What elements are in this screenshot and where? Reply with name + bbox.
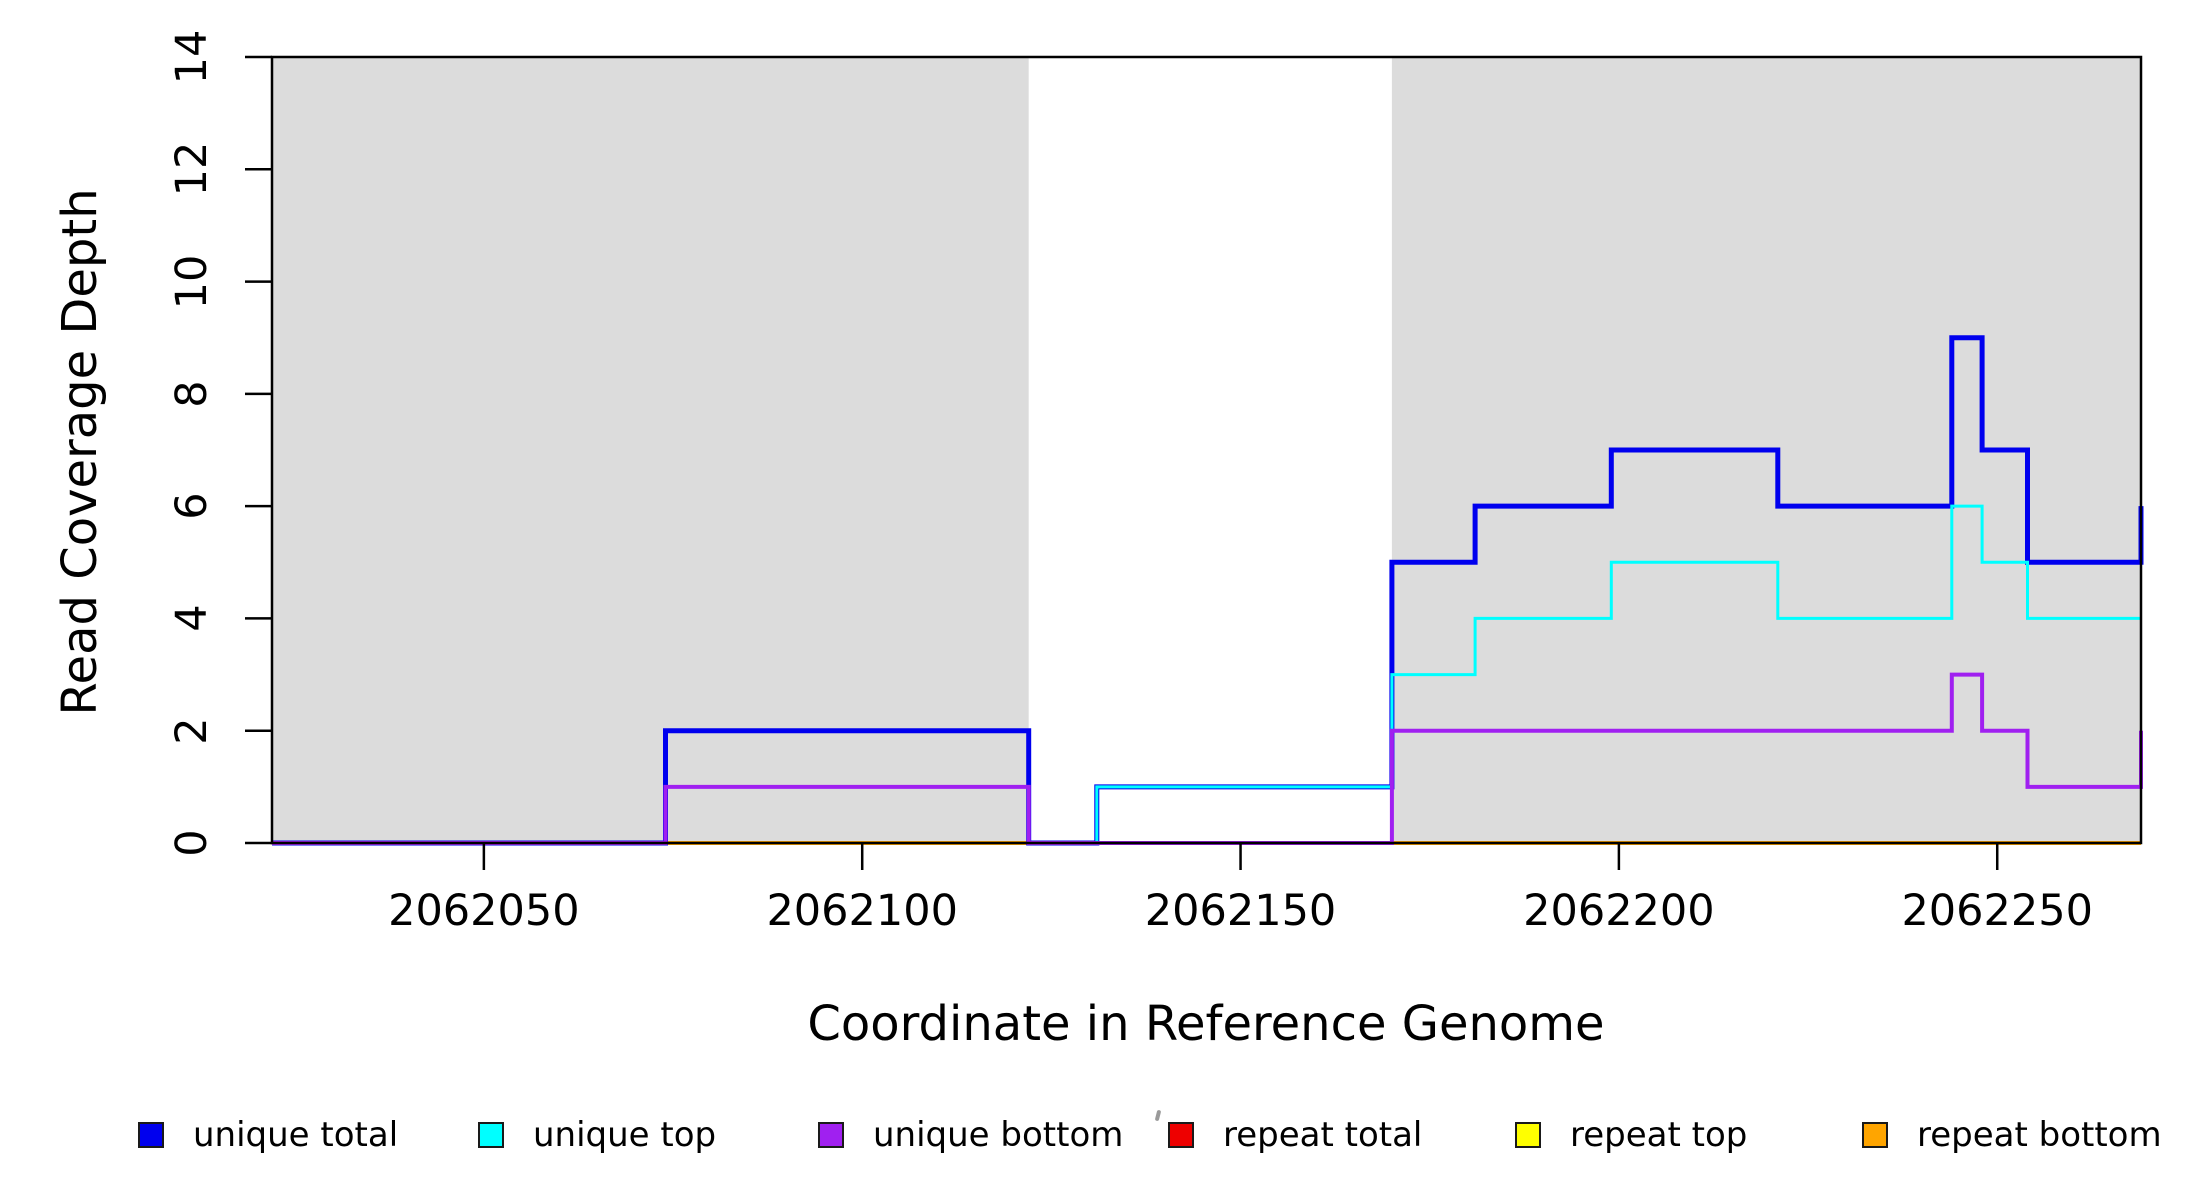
x-tick-label-2062150: 2062150 <box>1144 886 1337 936</box>
legend-label-unique-bottom: unique bottom <box>873 1115 1124 1155</box>
series-unique-bottom <box>272 672 2143 845</box>
legend-label-repeat-total: repeat total <box>1223 1115 1423 1155</box>
y-tick-label-14: 14 <box>167 29 217 85</box>
x-tick-label-2062200: 2062200 <box>1523 886 1715 936</box>
legend-label-repeat-top: repeat top <box>1570 1115 1748 1155</box>
y-tick-label-2: 2 <box>167 717 217 745</box>
legend-swatch-repeat-top <box>1515 1122 1541 1148</box>
x-tick-label-2062100: 2062100 <box>766 886 958 936</box>
y-tick-label-6: 6 <box>167 492 217 520</box>
legend-swatch-repeat-bottom <box>1862 1122 1888 1148</box>
y-tick-label-12: 12 <box>167 141 217 197</box>
shaded-region-0 <box>272 57 1029 843</box>
x-axis-title: Coordinate in Reference Genome <box>807 996 1605 1052</box>
legend-swatch-unique-bottom <box>818 1122 844 1148</box>
y-axis-title: Read Coverage Depth <box>52 188 108 716</box>
y-tick-label-4: 4 <box>167 604 217 633</box>
legend-swatch-repeat-total <box>1168 1122 1194 1148</box>
legend-swatch-unique-total <box>138 1122 164 1148</box>
y-tick-label-8: 8 <box>167 380 217 408</box>
y-tick-label-10: 10 <box>167 254 217 309</box>
legend-swatch-unique-top <box>478 1122 504 1148</box>
legend-label-repeat-bottom: repeat bottom <box>1917 1115 2162 1155</box>
legend-label-unique-top: unique top <box>533 1115 717 1155</box>
plot-frame <box>270 55 2143 845</box>
x-tick-label-2062050: 2062050 <box>388 886 580 936</box>
x-tick-label-2062250: 2062250 <box>1901 886 2093 936</box>
legend-label-unique-total: unique total <box>193 1115 399 1155</box>
y-tick-label-0: 0 <box>167 829 217 857</box>
